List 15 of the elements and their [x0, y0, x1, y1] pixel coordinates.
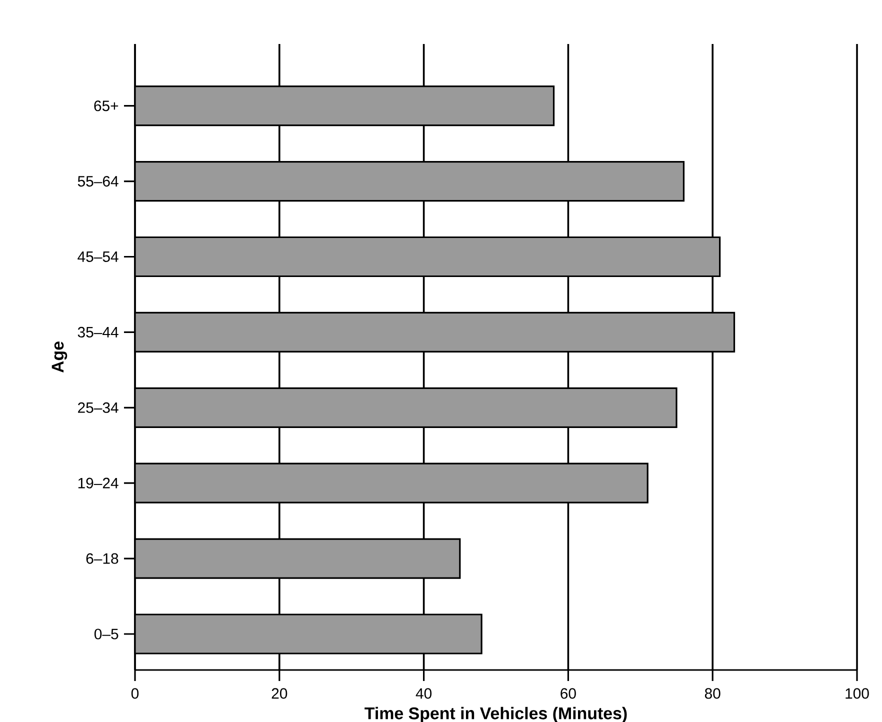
y-axis-title: Age: [52, 342, 68, 373]
x-tick-label: 100: [846, 688, 869, 699]
y-tick-label: 55–64: [78, 176, 118, 187]
y-tick-label: 19–24: [78, 478, 118, 488]
y-tick-label: 35–44: [78, 326, 118, 338]
y-tick-label: 65+: [94, 100, 118, 112]
x-tick-label: 60: [560, 688, 576, 699]
y-tick-label: 45–54: [78, 252, 118, 262]
x-tick-label: 0: [131, 688, 139, 699]
y-tick-label: 0–5: [94, 628, 118, 640]
y-tick-label: 25–34: [78, 402, 118, 413]
x-tick-label: 80: [704, 688, 720, 699]
x-tick-label: 40: [416, 688, 432, 699]
x-tick-label: 20: [272, 688, 288, 699]
y-tick-label: 6–18: [86, 553, 118, 564]
